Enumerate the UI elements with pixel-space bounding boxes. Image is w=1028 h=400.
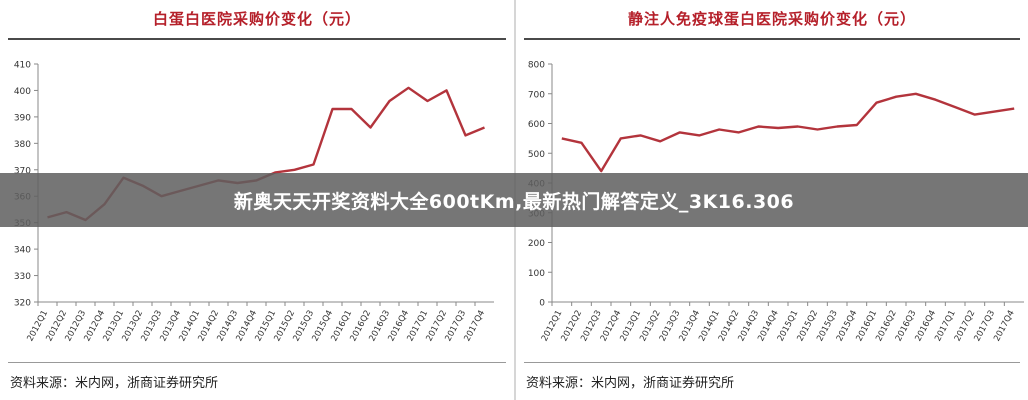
y-tick-label: 0 bbox=[539, 299, 545, 309]
title-divider bbox=[524, 38, 1020, 40]
y-tick-label: 600 bbox=[528, 120, 545, 130]
series-line bbox=[561, 92, 1015, 173]
banner-text: 新奥天天开奖资料大全600tKm,最新热门解答定义_3K16.306 bbox=[233, 190, 795, 213]
y-tick-label: 410 bbox=[14, 61, 31, 71]
title-divider bbox=[8, 38, 506, 40]
source-note: 资料来源：米内网，浙商证券研究所 bbox=[10, 376, 219, 391]
y-tick-label: 330 bbox=[14, 272, 31, 282]
chart-title: 静注人免疫球蛋白医院采购价变化（元） bbox=[627, 10, 916, 28]
line-chart-albumin: 3203303403503603703803904004102012Q12012… bbox=[14, 61, 494, 343]
y-tick-label: 320 bbox=[14, 299, 31, 309]
overlay-banner: 新奥天天开奖资料大全600tKm,最新热门解答定义_3K16.306 bbox=[0, 173, 1028, 227]
y-tick-label: 500 bbox=[528, 150, 545, 160]
y-tick-label: 400 bbox=[14, 87, 31, 97]
y-tick-label: 200 bbox=[528, 239, 545, 249]
source-divider bbox=[8, 362, 506, 363]
y-tick-label: 370 bbox=[14, 166, 31, 176]
y-tick-label: 340 bbox=[14, 246, 31, 256]
y-tick-label: 100 bbox=[528, 269, 545, 279]
y-tick-label: 390 bbox=[14, 113, 31, 123]
y-tick-label: 800 bbox=[528, 61, 545, 71]
y-tick-label: 380 bbox=[14, 140, 31, 150]
y-tick-label: 700 bbox=[528, 90, 545, 100]
source-divider bbox=[524, 362, 1020, 363]
source-note: 资料来源：米内网，浙商证券研究所 bbox=[526, 376, 735, 391]
chart-panel-albumin: 白蛋白医院采购价变化（元） 32033034035036037038039040… bbox=[8, 10, 506, 391]
chart-title: 白蛋白医院采购价变化（元） bbox=[152, 10, 361, 28]
